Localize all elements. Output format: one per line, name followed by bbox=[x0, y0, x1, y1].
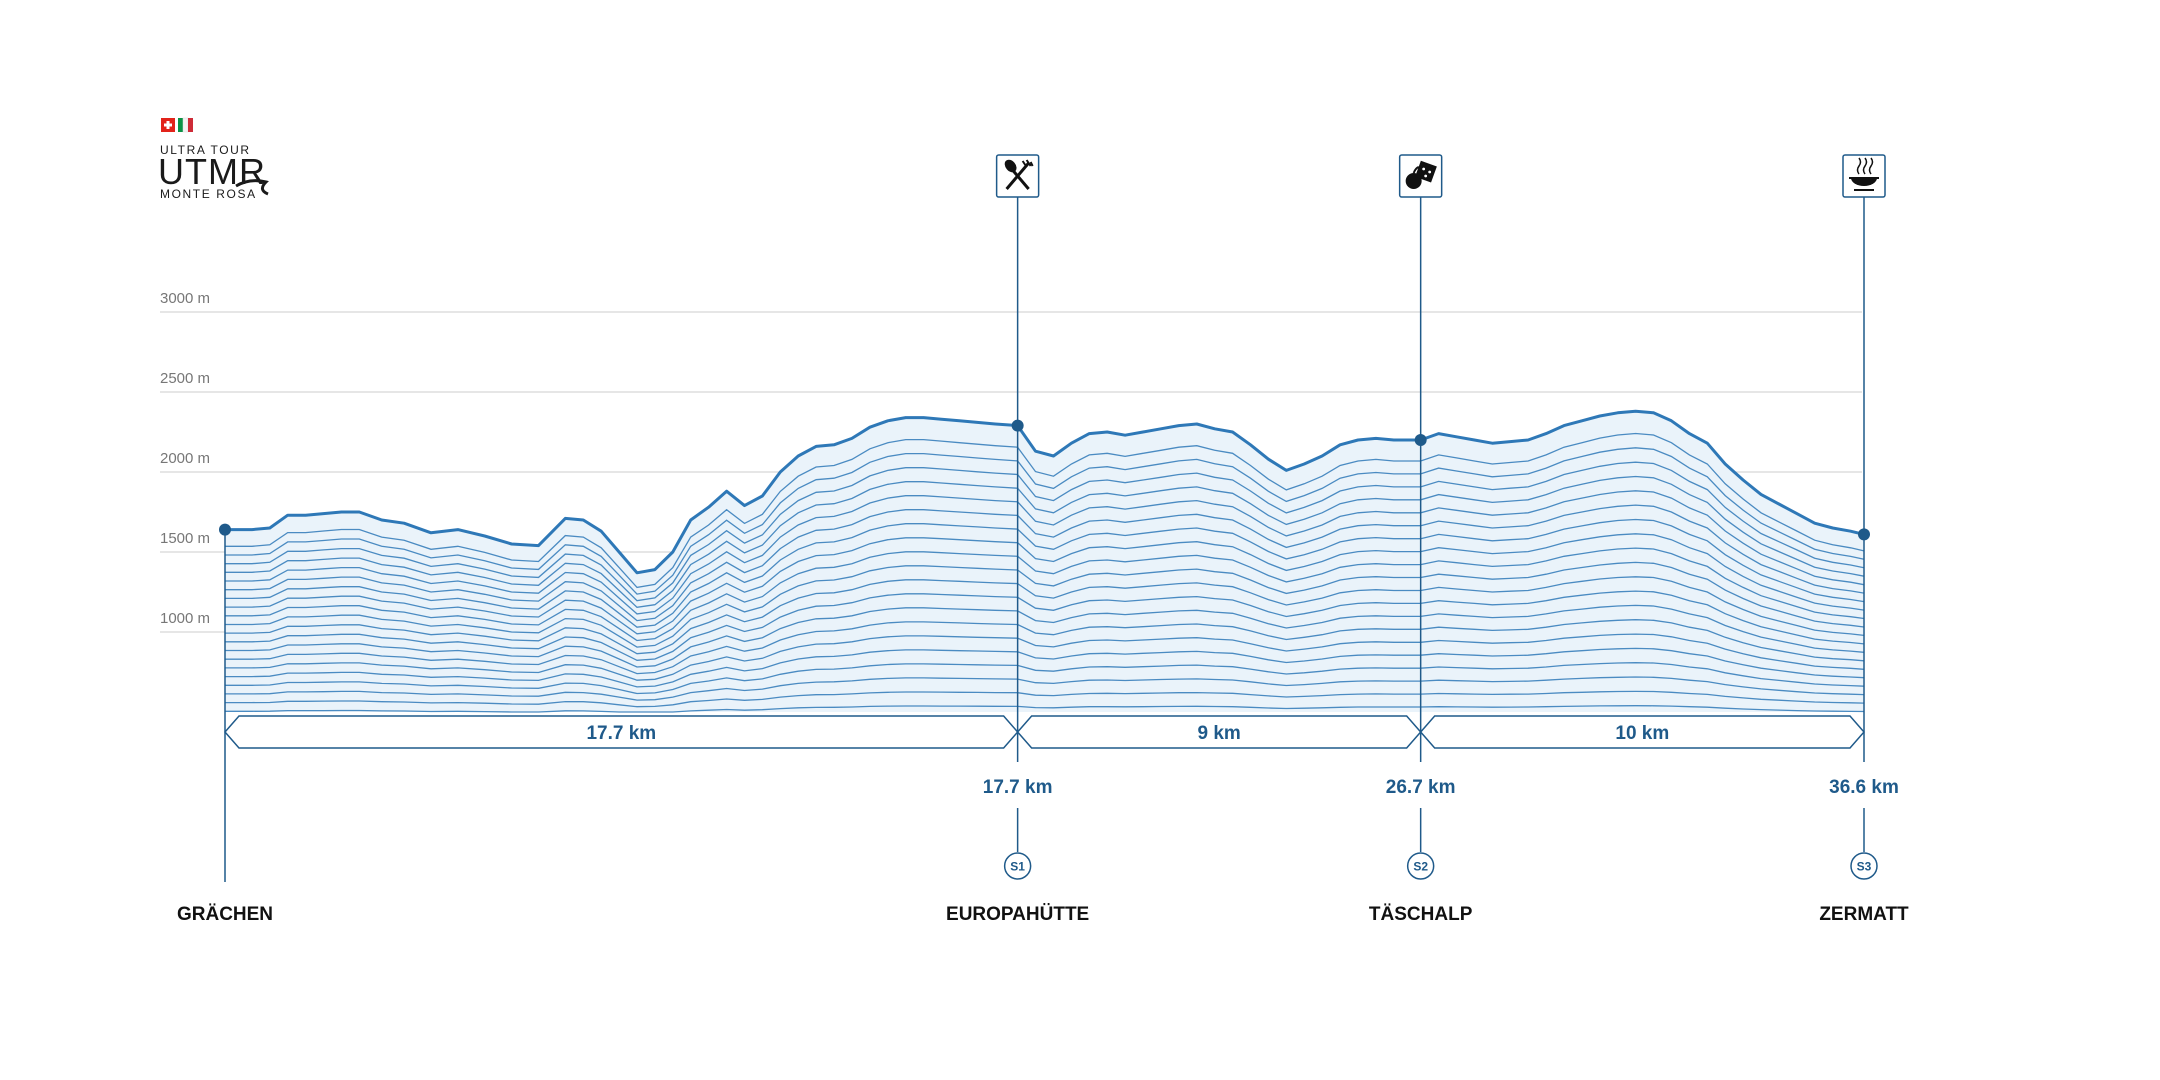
profile-line bbox=[225, 409, 1865, 575]
swiss-flag-icon bbox=[161, 118, 175, 132]
race-logo: ULTRA TOUR UTMR MONTE ROSA bbox=[158, 117, 269, 201]
station-badge bbox=[1003, 852, 1032, 880]
station-badge bbox=[1406, 852, 1435, 880]
waypoint-3: 36.6 km S3 ZERMATT bbox=[1819, 154, 1909, 925]
relief-contour-line bbox=[225, 518, 1865, 628]
relief-contour-line bbox=[225, 576, 1865, 655]
relief-contour-line bbox=[225, 547, 1865, 642]
waypoint-name: EUROPAHÜTTE bbox=[946, 904, 1089, 925]
elevation-profile bbox=[225, 409, 1865, 713]
waypoint-km-label: 36.6 km bbox=[1829, 777, 1899, 798]
logo-line-3: MONTE ROSA bbox=[160, 187, 257, 201]
waypoint-2: 26.7 km S2 TÄSCHALP bbox=[1369, 154, 1473, 925]
relief-contour-line bbox=[225, 633, 1865, 681]
italian-flag-icon bbox=[178, 117, 193, 133]
waypoint-0: GRÄCHEN bbox=[177, 523, 273, 925]
relief-contour-line bbox=[225, 447, 1865, 595]
relief-contour-line bbox=[225, 590, 1865, 661]
relief-contour-line bbox=[225, 662, 1865, 695]
waypoint-1: 17.7 km S1 EUROPAHÜTTE bbox=[946, 154, 1089, 925]
waypoint-name: GRÄCHEN bbox=[177, 904, 273, 925]
station-badge-label: S3 bbox=[1857, 860, 1872, 874]
relief-contour-line bbox=[225, 647, 1865, 688]
station-badge bbox=[1850, 852, 1878, 880]
relief-contour-line bbox=[225, 619, 1865, 675]
station-badge-label: S2 bbox=[1413, 860, 1428, 874]
segment-arrow bbox=[1419, 715, 1865, 749]
waypoint-dot bbox=[1858, 528, 1870, 541]
fork-knife-icon bbox=[995, 154, 1040, 198]
relief-contour-line bbox=[225, 690, 1865, 708]
segment-2: 10 km bbox=[1419, 715, 1865, 749]
relief-contour-line bbox=[225, 490, 1865, 615]
y-tick-label: 3000 m bbox=[160, 290, 210, 307]
waypoint-km-label: 17.7 km bbox=[983, 777, 1053, 798]
waypoint-dot bbox=[1011, 419, 1024, 432]
profile-fill bbox=[225, 411, 1864, 712]
logo-line-1: ULTRA TOUR bbox=[160, 143, 251, 157]
y-tick-label: 1000 m bbox=[160, 610, 210, 627]
y-tick-label: 1500 m bbox=[160, 530, 210, 547]
relief-contour-line bbox=[225, 705, 1865, 713]
relief-contour-line bbox=[225, 533, 1865, 635]
relief-contour-line bbox=[225, 561, 1865, 648]
y-tick-label: 2000 m bbox=[160, 450, 210, 467]
segment-distance-label: 17.7 km bbox=[586, 723, 656, 744]
relief-contour-line bbox=[225, 604, 1865, 668]
waypoint-name: TÄSCHALP bbox=[1369, 904, 1473, 925]
segment-1: 9 km bbox=[1016, 715, 1422, 749]
relief-contour-line bbox=[225, 676, 1865, 701]
segment-0: 17.7 km bbox=[224, 715, 1019, 749]
segment-distances: 17.7 km 9 km 10 km bbox=[224, 715, 1865, 749]
relief-contour-line bbox=[225, 475, 1865, 608]
waypoint-name: ZERMATT bbox=[1819, 904, 1909, 925]
station-badge-label: S1 bbox=[1010, 860, 1025, 874]
y-tick-label: 2500 m bbox=[160, 370, 210, 387]
relief-contour-line bbox=[225, 504, 1865, 622]
logo-runner-mark bbox=[235, 179, 269, 196]
apple-biscuit-icon bbox=[1398, 154, 1443, 198]
relief-contour-line bbox=[225, 461, 1865, 602]
waypoint-dot bbox=[219, 523, 231, 536]
waypoints: GRÄCHEN 17.7 km S1 EUROPAHÜTTE 26.7 km S2 TÄSC… bbox=[177, 154, 1909, 925]
segment-distance-label: 9 km bbox=[1197, 723, 1240, 744]
waypoint-km-label: 26.7 km bbox=[1386, 777, 1456, 798]
segment-distance-label: 10 km bbox=[1615, 723, 1669, 744]
hot-meal-icon bbox=[1842, 154, 1886, 198]
logo-line-2: UTMR bbox=[158, 151, 266, 192]
waypoint-dot bbox=[1414, 434, 1427, 446]
relief-contour-line bbox=[225, 432, 1865, 589]
